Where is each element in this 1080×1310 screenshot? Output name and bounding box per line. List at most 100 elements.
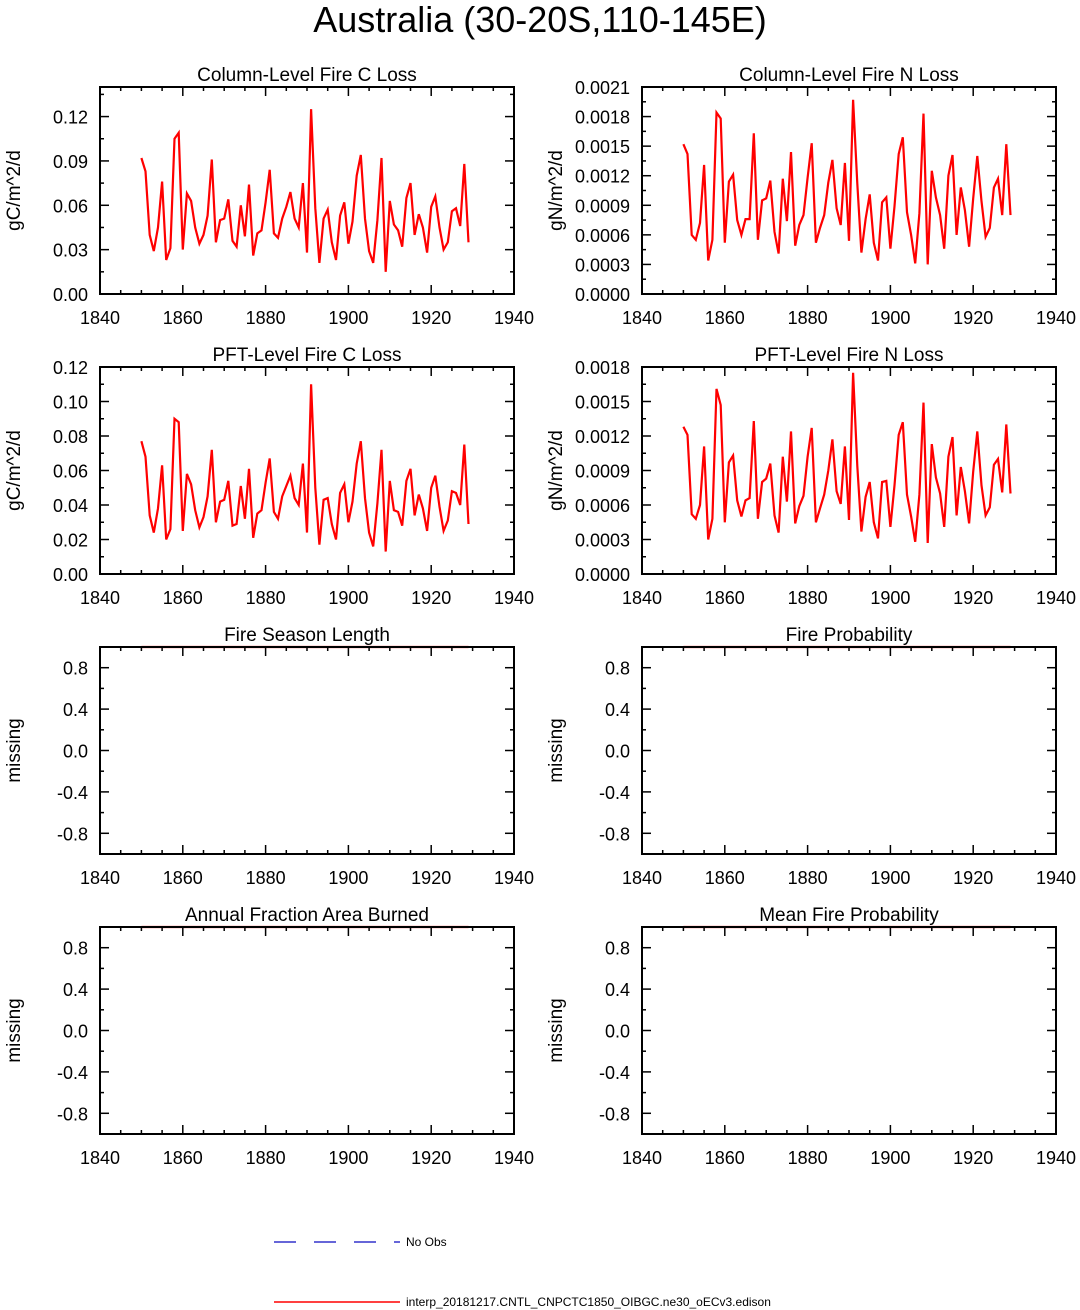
y-tick-label: 0.02 (53, 531, 88, 551)
series-line (140, 109, 470, 272)
y-axis-label: missing (546, 718, 567, 782)
y-tick-label: 0.0 (605, 1022, 630, 1042)
y-axis-label: gC/m^2/d (4, 150, 25, 231)
x-tick-label: 1940 (494, 308, 534, 328)
y-tick-label: 0.0006 (575, 226, 630, 246)
y-tick-label: -0.8 (599, 824, 630, 844)
chart-panel: 1840 1860 1880 1900 1920 1940 0.0000 0.0003 0.00… (546, 65, 1076, 328)
x-tick-label: 1840 (622, 308, 662, 328)
x-tick-label: 1840 (622, 868, 662, 888)
x-tick-label: 1840 (622, 588, 662, 608)
x-tick-label: 1840 (80, 1148, 120, 1168)
y-tick-label: 0.12 (53, 358, 88, 378)
panel-title: Fire Probability (786, 625, 913, 646)
x-tick-label: 1940 (494, 868, 534, 888)
x-tick-label: 1900 (870, 868, 910, 888)
y-tick-label: 0.0006 (575, 496, 630, 516)
y-tick-label: 0.0018 (575, 358, 630, 378)
y-tick-label: 0.00 (53, 565, 88, 585)
chart-panel: 1840 1860 1880 1900 1920 1940 -0.8 -0.4 0.0 0.4 0.… (4, 625, 534, 888)
x-tick-label: 1860 (163, 588, 203, 608)
x-tick-label: 1860 (705, 588, 745, 608)
page-title: Australia (30-20S,110-145E) (313, 0, 767, 40)
plot-frame (99, 926, 515, 1135)
y-tick-label: 0.06 (53, 196, 88, 216)
x-tick-label: 1900 (328, 588, 368, 608)
y-tick-label: 0.0015 (575, 137, 630, 157)
y-tick-label: 0.0015 (575, 393, 630, 413)
panel-title: PFT-Level Fire N Loss (755, 345, 944, 366)
y-tick-label: 0.0012 (575, 167, 630, 187)
y-tick-label: -0.8 (57, 824, 88, 844)
chart-panel: 1840 1860 1880 1900 1920 1940 -0.8 -0.4 0.0 0.4 0.… (4, 905, 534, 1168)
y-tick-label: 0.8 (63, 939, 88, 959)
x-tick-label: 1840 (80, 588, 120, 608)
x-tick-label: 1920 (953, 588, 993, 608)
y-axis-label: missing (4, 718, 25, 782)
x-tick-label: 1900 (870, 588, 910, 608)
y-tick-label: 0.0 (63, 742, 88, 762)
x-tick-label: 1880 (246, 308, 286, 328)
series-line (682, 372, 1012, 544)
x-tick-label: 1940 (1036, 1148, 1076, 1168)
plot-frame (641, 646, 1057, 855)
x-tick-label: 1840 (622, 1148, 662, 1168)
legend-obs-label: No Obs (406, 1235, 447, 1249)
x-tick-label: 1920 (411, 868, 451, 888)
y-axis-label: missing (4, 998, 25, 1062)
panel-title: Mean Fire Probability (759, 905, 939, 926)
x-tick-label: 1880 (788, 868, 828, 888)
x-tick-label: 1900 (328, 868, 368, 888)
y-tick-label: -0.8 (599, 1104, 630, 1124)
x-tick-label: 1940 (494, 1148, 534, 1168)
x-tick-label: 1900 (328, 308, 368, 328)
x-tick-label: 1900 (870, 1148, 910, 1168)
x-tick-label: 1880 (788, 588, 828, 608)
x-tick-label: 1840 (80, 308, 120, 328)
x-tick-label: 1940 (1036, 868, 1076, 888)
chart-panel: 1840 1860 1880 1900 1920 1940 -0.8 -0.4 0.0 0.4 0.… (546, 905, 1076, 1168)
y-tick-label: 0.04 (53, 496, 88, 516)
y-tick-label: -0.4 (57, 1063, 88, 1083)
y-tick-label: -0.4 (599, 783, 630, 803)
x-tick-label: 1920 (411, 588, 451, 608)
x-tick-label: 1920 (953, 308, 993, 328)
y-tick-label: 0.0018 (575, 108, 630, 128)
x-tick-label: 1900 (870, 308, 910, 328)
chart-panel: 1840 1860 1880 1900 1920 1940 0.00 0.02 0.04 0.06… (4, 345, 534, 608)
y-tick-label: 0.0 (63, 1022, 88, 1042)
y-axis-label: gN/m^2/d (546, 430, 567, 511)
y-tick-label: -0.4 (57, 783, 88, 803)
x-tick-label: 1880 (246, 588, 286, 608)
series-line (140, 384, 470, 552)
x-tick-label: 1920 (953, 1148, 993, 1168)
y-tick-label: 0.06 (53, 462, 88, 482)
panel-title: Column-Level Fire C Loss (197, 65, 417, 86)
y-axis-label: gN/m^2/d (546, 150, 567, 231)
y-tick-label: 0.08 (53, 427, 88, 447)
chart-panel: 1840 1860 1880 1900 1920 1940 0.0000 0.0003 0.00… (546, 345, 1076, 608)
x-tick-label: 1880 (246, 1148, 286, 1168)
y-tick-label: 0.4 (605, 700, 630, 720)
x-tick-label: 1880 (246, 868, 286, 888)
x-tick-label: 1840 (80, 868, 120, 888)
y-tick-label: 0.0009 (575, 196, 630, 216)
plot-frame (641, 926, 1057, 1135)
x-tick-label: 1860 (163, 308, 203, 328)
x-tick-label: 1860 (705, 1148, 745, 1168)
y-tick-label: 0.0009 (575, 462, 630, 482)
x-tick-label: 1880 (788, 1148, 828, 1168)
y-tick-label: 0.0 (605, 742, 630, 762)
y-tick-label: 0.4 (63, 700, 88, 720)
y-tick-label: 0.8 (605, 659, 630, 679)
y-tick-label: -0.4 (599, 1063, 630, 1083)
x-tick-label: 1860 (705, 308, 745, 328)
panel-title: PFT-Level Fire C Loss (213, 345, 402, 366)
panel-title: Column-Level Fire N Loss (739, 65, 959, 86)
y-tick-label: 0.00 (53, 285, 88, 305)
x-tick-label: 1940 (1036, 588, 1076, 608)
x-tick-label: 1940 (1036, 308, 1076, 328)
y-tick-label: 0.03 (53, 241, 88, 261)
chart-panel: 1840 1860 1880 1900 1920 1940 0.00 0.03 0.06 0.09… (4, 65, 534, 328)
